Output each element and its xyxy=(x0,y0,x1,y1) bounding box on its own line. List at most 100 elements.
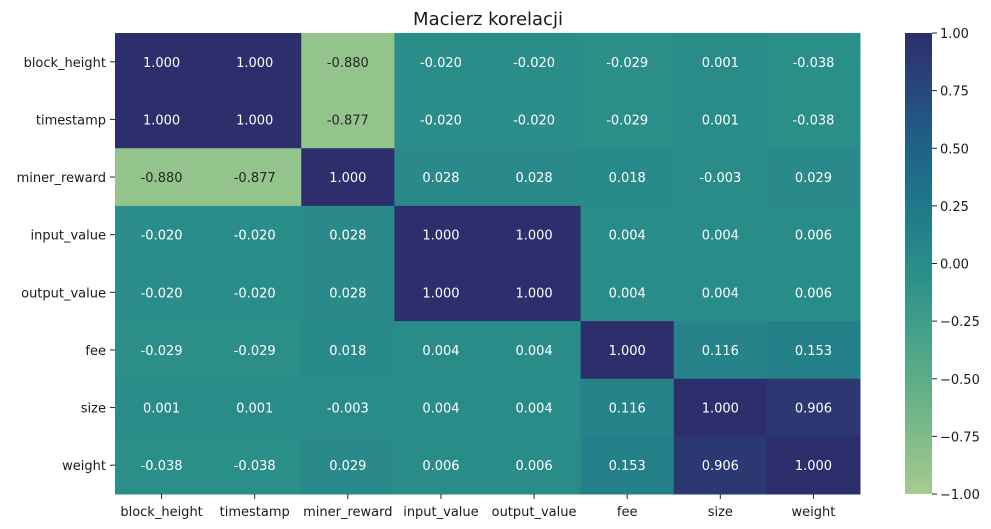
colorbar-tick-label: 1.00 xyxy=(940,27,969,42)
colorbar-tick-label: 0.00 xyxy=(940,258,969,273)
cell-value-label: 1.000 xyxy=(236,113,273,128)
heatmap-cell xyxy=(487,436,582,495)
colorbar-tick-label: 0.50 xyxy=(940,142,969,157)
heatmap-cell xyxy=(766,436,861,495)
cell-value-label: -0.020 xyxy=(234,286,276,301)
cell-value-label: 1.000 xyxy=(329,171,366,186)
heatmap-cell xyxy=(673,263,768,322)
heatmap-cell xyxy=(115,90,209,149)
cell-value-label: -0.020 xyxy=(141,286,183,301)
cell-value-label: 0.001 xyxy=(236,402,273,417)
colorbar-tick-label: 0.25 xyxy=(940,200,969,215)
row-tick-label: block_height xyxy=(24,56,106,71)
cell-value-label: 1.000 xyxy=(795,459,832,474)
column-tick-labels: block_height timestamp miner_reward input_v… xyxy=(120,494,835,520)
column-tick-label: miner_reward xyxy=(303,505,392,520)
cell-value-label: 1.000 xyxy=(422,229,459,244)
cell-value-label: -0.020 xyxy=(234,229,276,244)
cell-value-label: 0.906 xyxy=(702,459,739,474)
cell-value-label: -0.038 xyxy=(792,56,834,71)
colorbar-tick-label: −0.25 xyxy=(940,315,980,330)
cell-value-label: -0.880 xyxy=(141,171,183,186)
cell-value-label: -0.877 xyxy=(327,113,369,128)
cell-value-label: 0.029 xyxy=(795,171,832,186)
heatmap-cell xyxy=(766,90,861,149)
cell-value-label: -0.020 xyxy=(513,113,555,128)
heatmap-cell xyxy=(766,321,861,380)
colorbar-tick-label: −0.75 xyxy=(940,430,980,445)
heatmap-cell xyxy=(301,148,395,207)
cell-value-label: 0.004 xyxy=(422,344,459,359)
cell-value-label: 0.004 xyxy=(702,286,739,301)
heatmap-cell xyxy=(580,33,675,92)
heatmap-cell xyxy=(673,148,768,207)
row-tick-labels: block_height timestamp miner_reward input_v… xyxy=(17,56,115,474)
cell-value-label: 0.153 xyxy=(795,344,832,359)
colorbar-tick-label: −1.00 xyxy=(940,488,980,503)
cell-value-label: 1.000 xyxy=(143,113,180,128)
cell-value-label: 0.001 xyxy=(143,402,180,417)
cell-value-label: -0.029 xyxy=(141,344,183,359)
heatmap-cell xyxy=(580,378,675,437)
cell-value-label: 0.029 xyxy=(329,459,366,474)
heatmap-cell xyxy=(487,33,582,92)
chart-title: Macierz korelacji xyxy=(413,9,563,30)
cell-value-label: 0.018 xyxy=(609,171,646,186)
heatmap-cell xyxy=(394,148,488,207)
row-tick-label: output_value xyxy=(21,286,106,301)
heatmap-cell xyxy=(487,148,582,207)
heatmap-cell xyxy=(487,321,582,380)
cell-value-label: 0.028 xyxy=(329,286,366,301)
heatmap-cell xyxy=(208,263,302,322)
heatmap-cell xyxy=(580,321,675,380)
heatmap-cell xyxy=(208,33,302,92)
colorbar-tick-labels: 1.00 0.75 0.50 0.25 0.00 −0.25 −0.50 −0.75 −1.00 xyxy=(932,27,980,503)
cell-value-label: -0.038 xyxy=(141,459,183,474)
column-tick-label: fee xyxy=(617,505,638,520)
cell-value-label: 0.006 xyxy=(422,459,459,474)
heatmap-cell xyxy=(208,321,302,380)
heatmap-cell xyxy=(394,263,488,322)
heatmap-cell xyxy=(487,205,582,264)
cell-value-label: 0.116 xyxy=(609,402,646,417)
heatmap-cell xyxy=(487,378,582,437)
cell-value-label: -0.038 xyxy=(234,459,276,474)
column-tick-label: block_height xyxy=(120,505,202,520)
heatmap-cell xyxy=(394,205,488,264)
heatmap-cell xyxy=(301,90,395,149)
row-tick-label: size xyxy=(81,402,106,417)
heatmap-cell xyxy=(394,33,488,92)
cell-value-label: -0.877 xyxy=(234,171,276,186)
cell-value-label: 1.000 xyxy=(702,402,739,417)
cell-value-label: 0.028 xyxy=(329,229,366,244)
cell-value-label: 0.006 xyxy=(795,229,832,244)
cell-value-label: 0.001 xyxy=(702,56,739,71)
colorbar xyxy=(905,33,932,494)
cell-value-label: 0.006 xyxy=(515,459,552,474)
heatmap-cell xyxy=(394,378,488,437)
heatmap-cell xyxy=(301,378,395,437)
row-tick-label: input_value xyxy=(31,229,106,244)
heatmap-cells: 1.000 1.000 -0.880 -0.020 -0.020 -0.029 0.001 -… xyxy=(115,33,861,495)
heatmap-cell xyxy=(673,378,768,437)
cell-value-label: 0.028 xyxy=(515,171,552,186)
heatmap-cell xyxy=(301,263,395,322)
heatmap-cell xyxy=(115,33,209,92)
cell-value-label: 1.000 xyxy=(515,229,552,244)
cell-value-label: 0.004 xyxy=(609,286,646,301)
cell-value-label: 0.004 xyxy=(609,229,646,244)
cell-value-label: 0.004 xyxy=(515,344,552,359)
cell-value-label: 0.153 xyxy=(609,459,646,474)
colorbar-tick-label: −0.50 xyxy=(940,373,980,388)
heatmap-cell xyxy=(115,378,209,437)
column-tick-label: output_value xyxy=(492,505,577,520)
heatmap-cell xyxy=(766,148,861,207)
heatmap-cell xyxy=(115,436,209,495)
heatmap-cell xyxy=(766,33,861,92)
cell-value-label: 0.906 xyxy=(795,402,832,417)
heatmap-cell xyxy=(208,148,302,207)
cell-value-label: 1.000 xyxy=(515,286,552,301)
cell-value-label: 0.004 xyxy=(702,229,739,244)
cell-value-label: 1.000 xyxy=(236,56,273,71)
